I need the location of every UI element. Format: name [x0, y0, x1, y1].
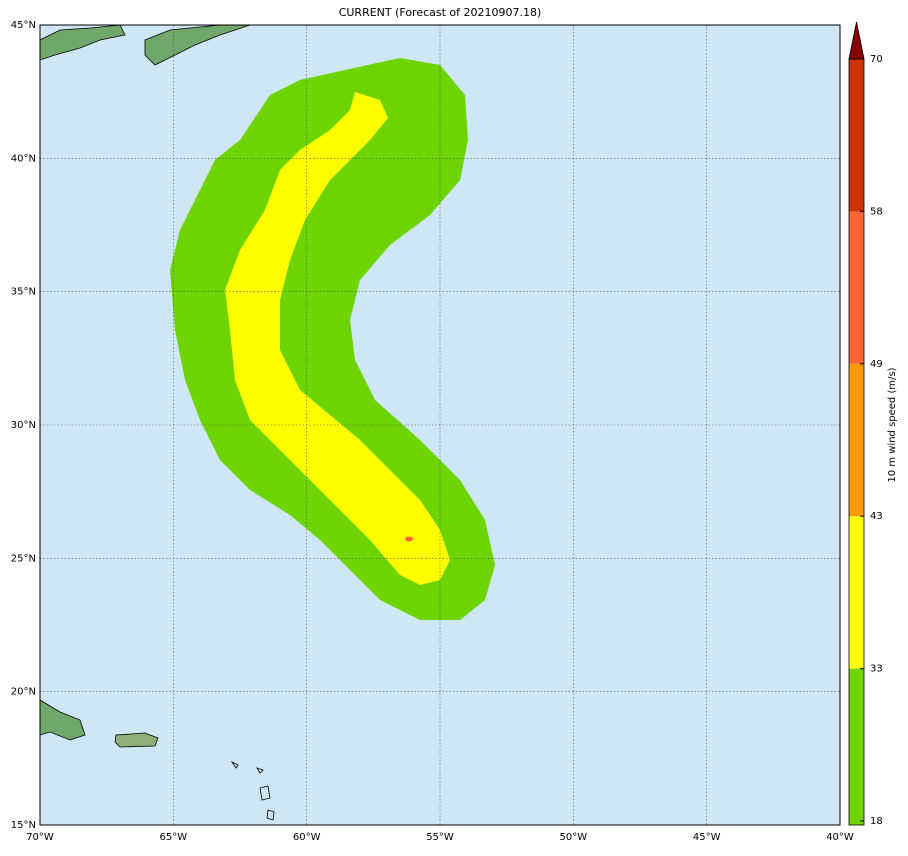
- wind-swath-18: [170, 58, 495, 620]
- land: [39, 699, 86, 741]
- island: [230, 760, 239, 769]
- land: [39, 24, 126, 61]
- lon-tick-label: 60°W: [293, 832, 321, 843]
- island: [256, 767, 264, 774]
- lat-tick-label: 30°N: [11, 420, 36, 431]
- land: [144, 24, 251, 66]
- colorbar-frame: [848, 58, 865, 826]
- lat-tick-label: 35°N: [11, 287, 36, 298]
- island: [259, 785, 271, 801]
- colorbar-tick-label: 18: [870, 816, 883, 827]
- colorbar-tick-label: 49: [870, 359, 883, 370]
- lon-tick-label: 65°W: [160, 832, 188, 843]
- colorbar-band: [849, 668, 864, 825]
- lat-tick-label: 15°N: [11, 820, 36, 831]
- map-title: CURRENT (Forecast of 20210907.18): [339, 6, 542, 19]
- map-frame: [39, 24, 841, 826]
- colorbar-tick-label: 43: [870, 511, 883, 522]
- wind-swath-33: [225, 92, 450, 585]
- lat-tick-label: 45°N: [11, 20, 36, 31]
- lon-tick-label: 45°W: [693, 832, 721, 843]
- colorbar-band: [849, 516, 864, 669]
- colorbar-label: 10 m wind speed (m/s): [887, 367, 898, 482]
- colorbar-extend: [848, 21, 865, 60]
- colorbar-band: [849, 363, 864, 517]
- colorbar-tick-label: 70: [870, 54, 883, 65]
- lon-tick-label: 50°W: [560, 832, 588, 843]
- lat-tick-label: 40°N: [11, 153, 36, 164]
- land: [114, 732, 159, 748]
- colorbar-tick-label: 58: [870, 206, 883, 217]
- colorbar-tick-label: 33: [870, 664, 883, 675]
- colorbar-band: [849, 59, 864, 212]
- lat-tick-label: 20°N: [11, 687, 36, 698]
- colorbar: 18 33 43 49 58 70: [848, 21, 883, 827]
- island: [266, 809, 275, 821]
- land: [39, 24, 275, 821]
- lon-tick-label: 40°W: [826, 832, 854, 843]
- lon-tick-label: 70°W: [26, 832, 54, 843]
- wind-swath-43: [405, 536, 413, 542]
- colorbar-band: [849, 211, 864, 364]
- lat-tick-label: 25°N: [11, 553, 36, 564]
- lon-tick-label: 55°W: [426, 832, 454, 843]
